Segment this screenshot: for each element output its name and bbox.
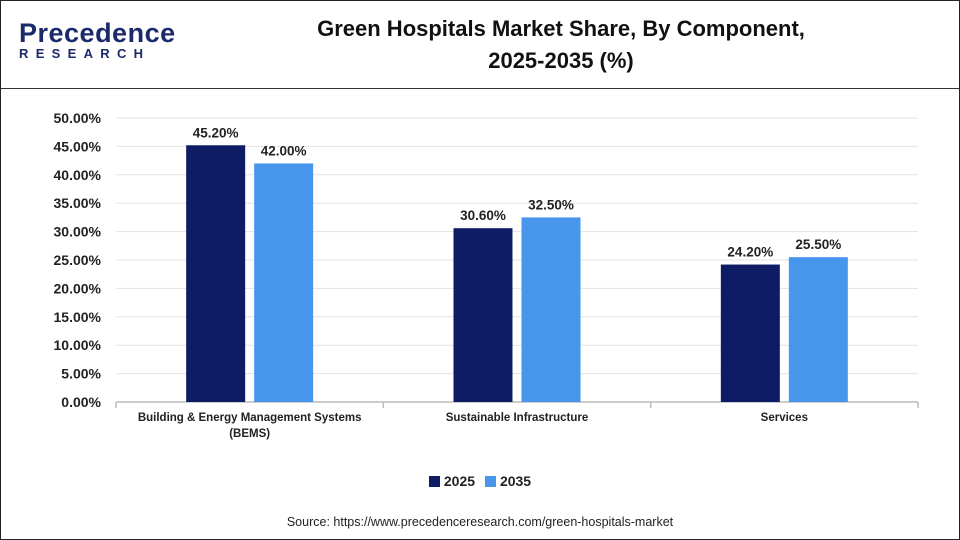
logo-line2: RESEARCH — [19, 46, 151, 61]
title-line: Green Hospitals Market Share, By Compone… — [317, 16, 805, 41]
bar-2025 — [720, 264, 780, 402]
header-divider — [1, 88, 959, 89]
data-label: 30.60% — [460, 208, 506, 223]
legend-item-2025: 2025 — [428, 473, 476, 489]
logo-line1: Precedence — [19, 18, 176, 48]
data-label: 25.50% — [795, 237, 841, 252]
bar-2035 — [788, 257, 848, 402]
legend: 2025 2035 — [1, 473, 959, 490]
x-tick-label: Sustainable Infrastructure — [446, 412, 589, 424]
source-text: Source: https://www.precedenceresearch.c… — [286, 515, 674, 529]
y-tick-label: 30.00% — [54, 224, 102, 240]
legend-swatch — [484, 475, 496, 487]
x-tick-label: Services — [761, 412, 808, 424]
y-tick-label: 25.00% — [54, 252, 102, 268]
data-label: 42.00% — [261, 143, 307, 158]
bar-chart: 0.00% 5.00% 10.00% 15.00% 20.00% 25.00% 30.00%… — [54, 110, 919, 440]
y-tick-label: 35.00% — [54, 195, 102, 211]
y-tick-label: 5.00% — [61, 366, 101, 382]
bar-2025 — [453, 228, 513, 402]
y-tick-label: 50.00% — [54, 110, 102, 126]
x-tick-label: Building & Energy Management Systems — [138, 412, 362, 424]
title-line: 2025-2035 (%) — [488, 48, 634, 73]
data-label: 45.20% — [193, 125, 239, 140]
legend-label: 2035 — [499, 473, 532, 489]
y-tick-label: 10.00% — [54, 337, 102, 353]
legend-swatch — [428, 475, 440, 487]
logo: Precedence RESEARCH — [19, 19, 176, 61]
x-tick-label: (BEMS) — [229, 428, 270, 440]
y-tick-label: 20.00% — [54, 280, 102, 296]
legend-item-2035: 2035 — [484, 473, 532, 489]
y-tick-label: 15.00% — [54, 309, 102, 325]
y-tick-label: 0.00% — [61, 394, 101, 410]
bar-2035 — [521, 217, 581, 402]
chart-title: Green Hospitals Market Share, By Compone… — [241, 13, 881, 77]
data-label: 32.50% — [528, 197, 574, 212]
bar-2035 — [254, 163, 314, 402]
bar-2025 — [186, 145, 246, 402]
data-label: 24.20% — [727, 245, 773, 260]
y-tick-label: 40.00% — [54, 167, 102, 183]
legend-label: 2025 — [443, 473, 476, 489]
y-tick-label: 45.00% — [54, 138, 102, 154]
